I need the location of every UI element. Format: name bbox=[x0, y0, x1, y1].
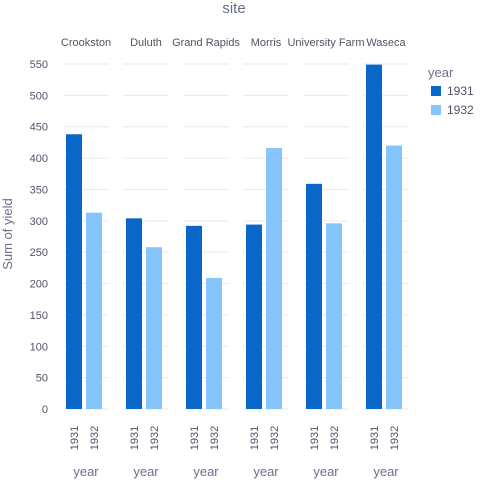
x-tick-label: 1931 bbox=[309, 426, 321, 450]
y-tick-label: 100 bbox=[30, 341, 48, 353]
x-axis-label: year bbox=[253, 464, 279, 479]
x-tick-label: 1931 bbox=[69, 426, 81, 450]
x-tick-label: 1931 bbox=[129, 426, 141, 450]
bar-1931 bbox=[246, 224, 262, 409]
bar-1931 bbox=[186, 225, 202, 409]
x-axis-label: year bbox=[313, 464, 339, 479]
x-tick-label: 1931 bbox=[189, 426, 201, 450]
y-tick-label: 500 bbox=[30, 90, 48, 102]
y-tick-label: 450 bbox=[30, 122, 48, 134]
y-tick-label: 250 bbox=[30, 247, 48, 259]
bar-1932 bbox=[266, 148, 282, 409]
legend-item-1931[interactable]: 1931 bbox=[431, 84, 474, 98]
x-axis-label: year bbox=[133, 464, 159, 479]
bar-1932 bbox=[146, 247, 162, 409]
x-tick-label: 1932 bbox=[149, 426, 161, 450]
bar-1932 bbox=[386, 145, 402, 409]
x-tick-label: 1932 bbox=[209, 426, 221, 450]
y-tick-label: 350 bbox=[30, 184, 48, 196]
bar-1932 bbox=[206, 277, 222, 409]
legend-swatch bbox=[431, 86, 441, 96]
chart-title: site bbox=[222, 0, 245, 17]
y-tick-label: 150 bbox=[30, 310, 48, 322]
x-tick-label: 1932 bbox=[89, 426, 101, 450]
bar-1931 bbox=[366, 64, 382, 410]
y-tick-label: 200 bbox=[30, 279, 48, 291]
legend-label: 1931 bbox=[447, 84, 474, 98]
facet-crookston: Crookston 1931 1932 year bbox=[61, 37, 111, 479]
x-axis-label: year bbox=[373, 464, 399, 479]
x-tick-label: 1932 bbox=[389, 426, 401, 450]
legend: year 1931 1932 bbox=[428, 65, 474, 117]
facet-label: University Farm bbox=[287, 37, 364, 49]
x-axis-label: year bbox=[73, 464, 99, 479]
x-tick-label: 1932 bbox=[269, 426, 281, 450]
y-tick-label: 300 bbox=[30, 216, 48, 228]
x-tick-label: 1931 bbox=[369, 426, 381, 450]
y-tick-label: 50 bbox=[36, 373, 48, 385]
bar-1932 bbox=[326, 223, 342, 409]
x-tick-label: 1931 bbox=[249, 426, 261, 450]
legend-title: year bbox=[428, 65, 454, 80]
legend-label: 1932 bbox=[447, 103, 474, 117]
x-axis-label: year bbox=[193, 464, 219, 479]
x-tick-label: 1932 bbox=[329, 426, 341, 450]
legend-item-1932[interactable]: 1932 bbox=[431, 103, 474, 117]
y-tick-label: 400 bbox=[30, 153, 48, 165]
facet-waseca: Waseca 1931 1932 year bbox=[366, 37, 407, 479]
facet-duluth: Duluth 1931 1932 year bbox=[126, 37, 162, 479]
legend-swatch bbox=[431, 105, 441, 115]
facet-label: Morris bbox=[251, 37, 282, 49]
facet-university-farm: University Farm 1931 1932 year bbox=[287, 37, 364, 479]
facet-label: Duluth bbox=[130, 37, 162, 49]
bar-1932 bbox=[86, 212, 102, 409]
facet-morris: Morris 1931 1932 year bbox=[246, 37, 282, 479]
facet-label: Waseca bbox=[366, 37, 406, 49]
facet-label: Grand Rapids bbox=[172, 37, 240, 49]
facet-grand-rapids: Grand Rapids 1931 1932 year bbox=[172, 37, 240, 479]
y-tick-label: 550 bbox=[30, 59, 48, 71]
y-axis-ticks: 0 50 100 150 200 250 300 350 400 450 500 550 bbox=[30, 59, 48, 416]
bar-1931 bbox=[126, 218, 142, 409]
y-tick-label: 0 bbox=[42, 404, 48, 416]
bar-1931 bbox=[306, 183, 322, 409]
gridlines bbox=[63, 63, 409, 410]
facet-label: Crookston bbox=[61, 37, 111, 49]
y-axis-label: Sum of yield bbox=[0, 198, 15, 270]
bar-1931 bbox=[66, 134, 82, 409]
